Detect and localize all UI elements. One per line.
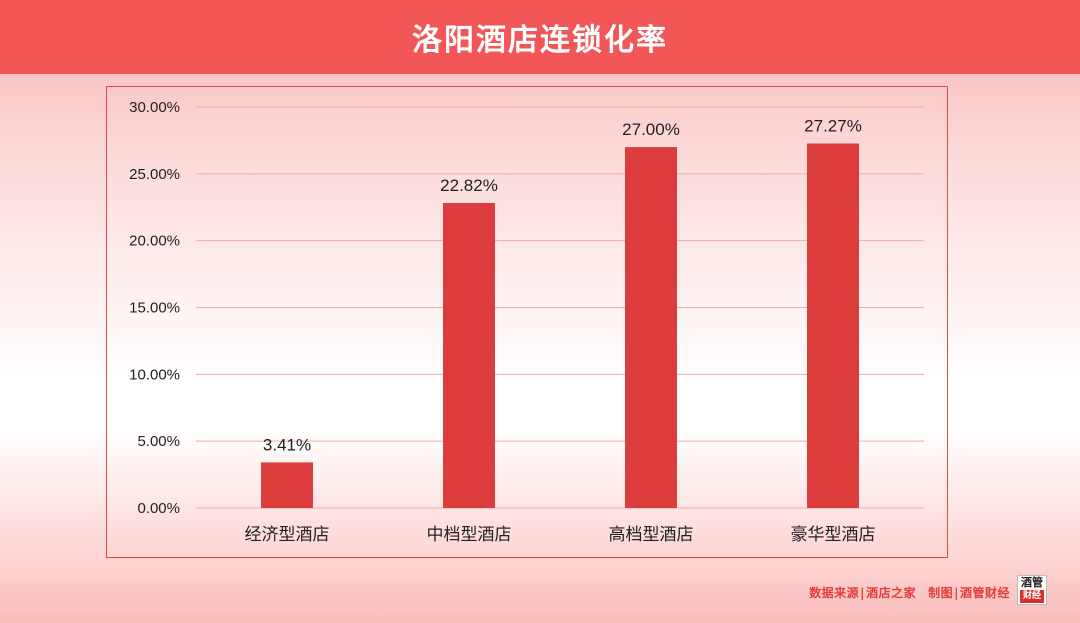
footer-credit: 数据来源|酒店之家 制图|酒管财经 [809, 586, 1010, 600]
logo-text-bottom: 财经 [1020, 590, 1044, 603]
y-tick-label: 25.00% [129, 166, 180, 183]
bar [625, 147, 677, 508]
bar [807, 143, 859, 508]
x-tick-label: 豪华型酒店 [791, 524, 876, 545]
x-tick-label: 经济型酒店 [245, 525, 330, 545]
source-name: 酒店之家 [866, 586, 917, 600]
y-tick-label: 0.00% [137, 500, 180, 517]
page-title: 洛阳酒店连锁化率 [412, 23, 668, 58]
y-tick-label: 10.00% [129, 366, 180, 383]
y-tick-label: 20.00% [129, 233, 180, 250]
brand-logo: 酒管 财经 [1017, 575, 1047, 605]
header-banner: 洛阳酒店连锁化率 [0, 0, 1080, 74]
data-label: 27.00% [622, 120, 680, 139]
y-tick-label: 30.00% [129, 99, 180, 116]
y-tick-label: 15.00% [129, 300, 180, 317]
logo-text-top: 酒管 [1021, 576, 1043, 589]
bar [443, 202, 495, 509]
made-name: 酒管财经 [959, 586, 1010, 600]
data-label: 27.27% [804, 116, 862, 135]
source-label: 数据来源 [809, 586, 860, 600]
chart-frame [106, 86, 948, 558]
made-label: 制图 [928, 586, 954, 600]
x-tick-label: 中档型酒店 [427, 525, 512, 545]
data-label: 22.82% [440, 176, 498, 195]
data-label: 3.41% [263, 435, 311, 454]
bar [261, 462, 313, 508]
x-tick-label: 高档型酒店 [609, 525, 694, 545]
y-tick-label: 5.00% [137, 433, 180, 450]
